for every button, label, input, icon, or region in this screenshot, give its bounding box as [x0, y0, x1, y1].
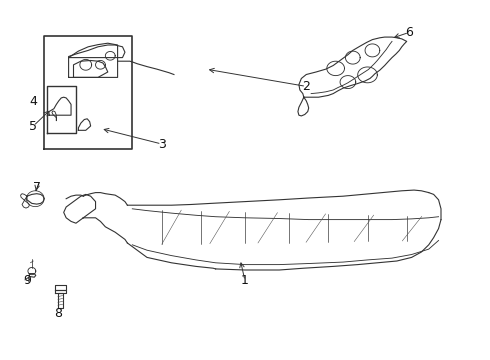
Text: 3: 3 [158, 138, 166, 150]
Text: 2: 2 [302, 80, 310, 93]
Text: 7: 7 [33, 181, 41, 194]
Text: 8: 8 [54, 307, 62, 320]
Text: 9: 9 [23, 274, 31, 287]
Text: 4: 4 [29, 95, 37, 108]
Text: 5: 5 [29, 120, 37, 132]
Text: 6: 6 [405, 26, 413, 39]
Text: 1: 1 [241, 274, 249, 287]
